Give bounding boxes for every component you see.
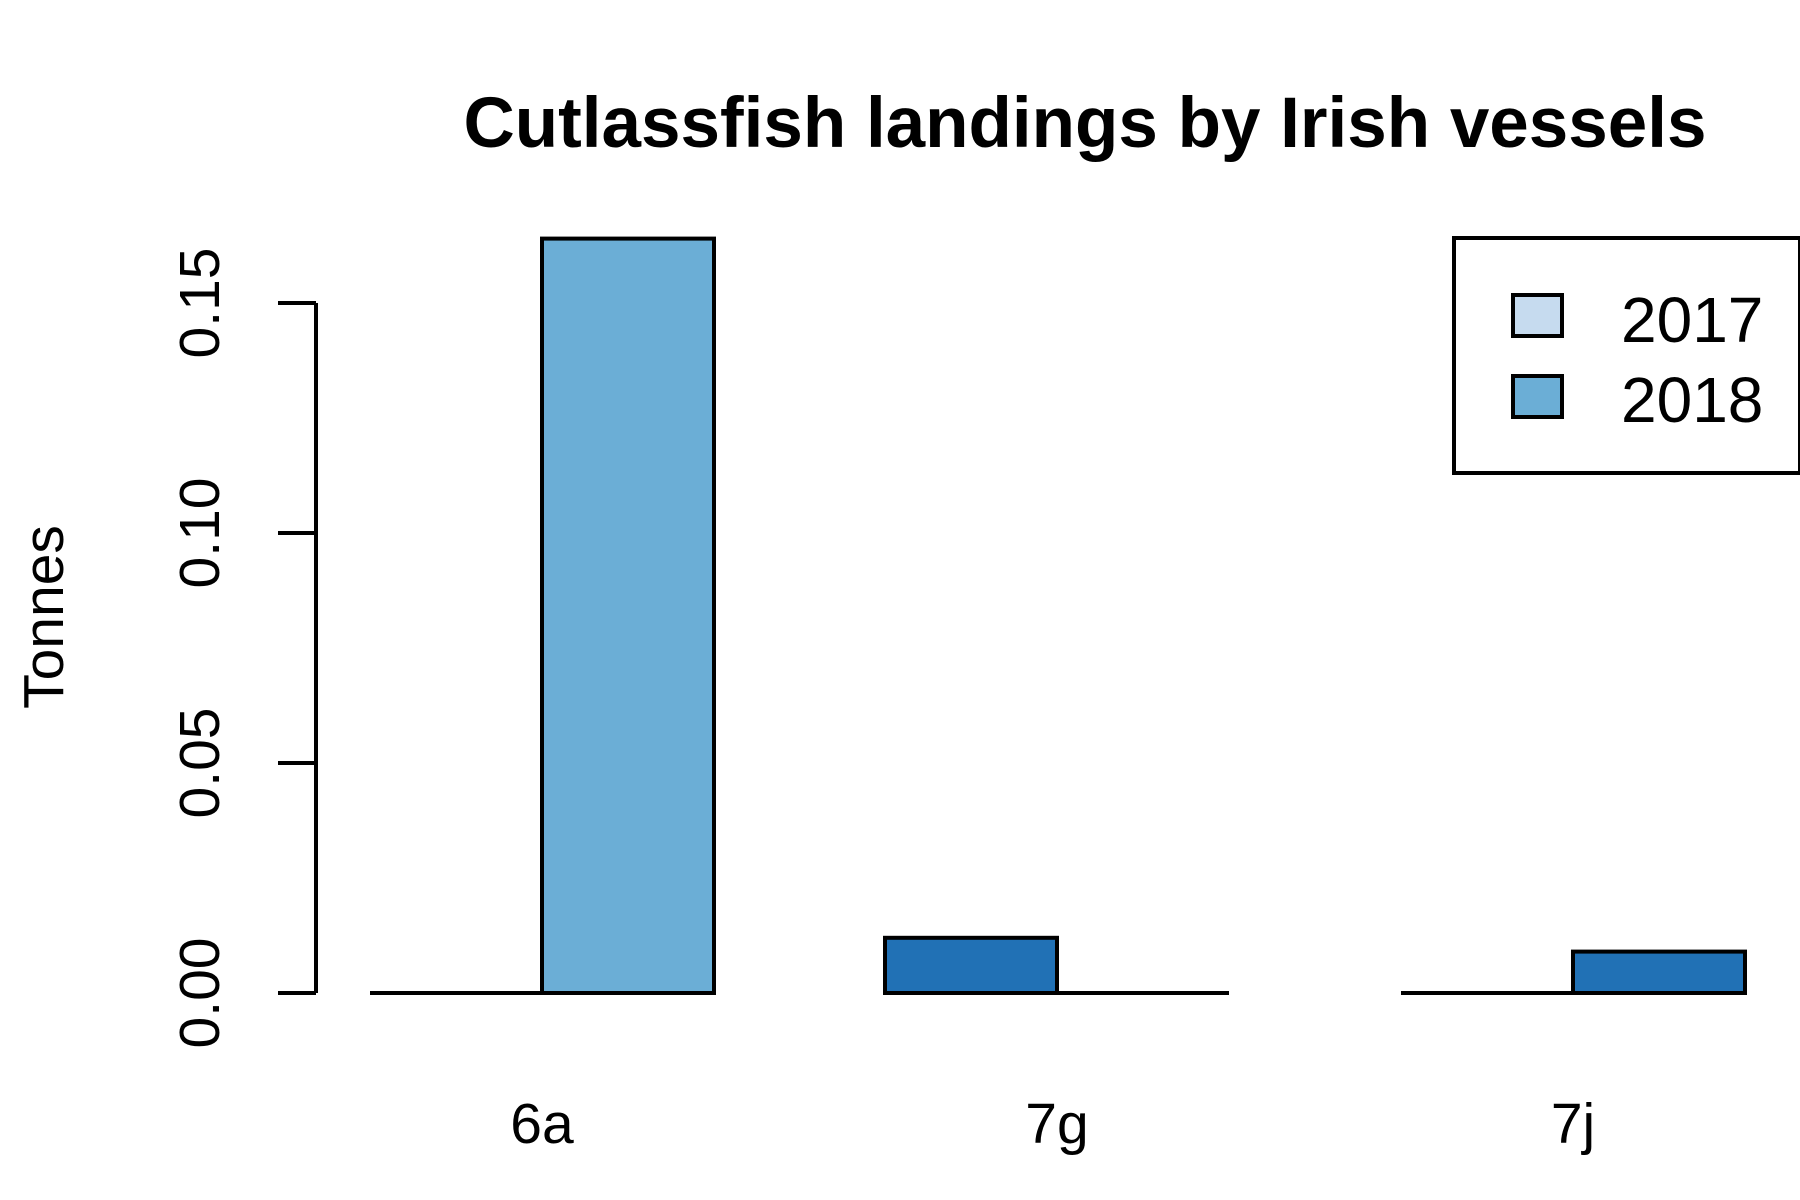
y-tick-label: 0.15 — [168, 248, 232, 359]
y-tick-label: 0.00 — [168, 938, 232, 1049]
bar-7j-1 — [1571, 949, 1747, 995]
y-tick-label: 0.05 — [168, 708, 232, 819]
legend-swatch-2017 — [1511, 293, 1564, 338]
legend: 2017 2018 — [1452, 236, 1800, 475]
legend-label-2018: 2018 — [1621, 364, 1763, 436]
bar-7g-0 — [883, 935, 1059, 995]
legend-label-2017: 2017 — [1621, 284, 1763, 356]
legend-box — [1452, 236, 1800, 475]
y-axis: 0.00 0.05 0.10 0.15 — [168, 248, 318, 1049]
category-label-7j: 7j — [1551, 1092, 1595, 1156]
category-label-6a: 6a — [510, 1092, 574, 1156]
legend-swatch-2018 — [1511, 374, 1564, 419]
category-labels: 6a 7g 7j — [510, 1092, 1595, 1156]
y-axis-label: Tonnes — [12, 525, 76, 709]
y-tick-label: 0.10 — [168, 478, 232, 589]
chart-title: Cutlassfish landings by Irish vessels — [464, 84, 1707, 163]
bars — [370, 236, 1747, 996]
category-label-7g: 7g — [1025, 1092, 1088, 1156]
bar-6a-1 — [540, 236, 716, 996]
